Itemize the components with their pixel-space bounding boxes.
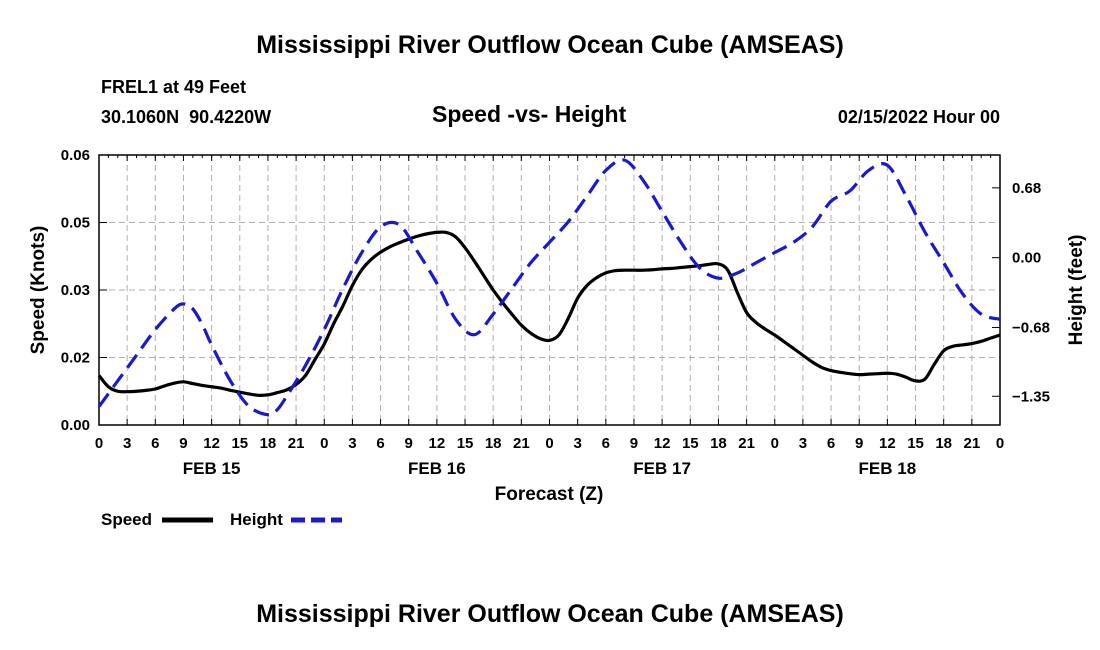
day-label: FEB 16 — [408, 459, 466, 478]
x-tick-label: 0 — [95, 435, 103, 452]
x-tick-label: 6 — [151, 435, 159, 452]
x-tick-label: 6 — [602, 435, 610, 452]
y-tick-label: 0.02 — [61, 350, 90, 367]
x-tick-label: 3 — [573, 435, 581, 452]
main-title: Mississippi River Outflow Ocean Cube (AM… — [256, 31, 844, 59]
x-tick-label: 9 — [179, 435, 187, 452]
x-tick-label: 18 — [485, 435, 502, 452]
x-tick-label: 21 — [513, 435, 530, 452]
x-axis-label: Forecast (Z) — [495, 484, 604, 505]
x-tick-label: 12 — [203, 435, 220, 452]
x-tick-label: 15 — [907, 435, 924, 452]
x-tick-label: 6 — [827, 435, 835, 452]
axis-ticks: 0 3 6 9 12 15 18 21 0 3 6 9 12 15 18 21 0 3 6 9 12 15 18 21 0 3 6 9… — [61, 147, 1050, 478]
footer-title: Mississippi River Outflow Ocean Cube (AM… — [256, 600, 844, 628]
x-tick-label: 0 — [771, 435, 779, 452]
speed-line — [97, 230, 1001, 397]
y-tick-label: 0.03 — [61, 282, 90, 299]
y-axis-label: Speed (Knots) — [28, 226, 49, 355]
legend: Speed Height — [101, 510, 342, 529]
x-tick-label: 12 — [654, 435, 671, 452]
date-label: 02/15/2022 Hour 00 — [837, 107, 1000, 127]
legend-height-label: Height — [230, 510, 283, 529]
x-tick-label: 3 — [123, 435, 131, 452]
day-label: FEB 17 — [633, 459, 691, 478]
x-tick-label: 3 — [799, 435, 807, 452]
y2-tick-label: −1.35 — [1012, 388, 1050, 405]
x-tick-label: 9 — [405, 435, 413, 452]
height-line — [97, 158, 1001, 417]
y2-tick-label: 0.68 — [1012, 180, 1041, 197]
chart-subtitle: Speed -vs- Height — [432, 101, 627, 127]
x-tick-label: 6 — [376, 435, 384, 452]
y-tick-label: 0.05 — [61, 215, 90, 232]
day-label: FEB 18 — [859, 459, 917, 478]
x-tick-label: 18 — [260, 435, 277, 452]
x-tick-label: 12 — [429, 435, 446, 452]
x-tick-label: 0 — [320, 435, 328, 452]
x-tick-label: 0 — [545, 435, 553, 452]
x-tick-label: 18 — [710, 435, 727, 452]
legend-speed-label: Speed — [101, 510, 152, 529]
y2-tick-label: −0.68 — [1012, 319, 1050, 336]
coordinates-label: 30.1060N 90.4220W — [101, 107, 272, 127]
x-tick-label: 15 — [682, 435, 699, 452]
x-tick-label: 9 — [855, 435, 863, 452]
x-tick-label: 9 — [630, 435, 638, 452]
y-tick-label: 0.06 — [61, 147, 90, 164]
x-tick-label: 21 — [964, 435, 981, 452]
x-tick-label: 15 — [457, 435, 474, 452]
y-tick-label: 0.00 — [61, 417, 90, 434]
x-tick-label: 12 — [879, 435, 896, 452]
x-tick-label: 3 — [348, 435, 356, 452]
x-tick-label: 21 — [288, 435, 305, 452]
height-series — [97, 158, 1001, 417]
x-tick-label: 21 — [738, 435, 755, 452]
x-tick-label: 0 — [996, 435, 1004, 452]
x-tick-label: 18 — [935, 435, 952, 452]
day-label: FEB 15 — [183, 459, 241, 478]
x-tick-label: 15 — [231, 435, 248, 452]
station-label: FREL1 at 49 Feet — [101, 77, 247, 97]
y2-tick-label: 0.00 — [1012, 250, 1041, 267]
y2-axis-label: Height (feet) — [1066, 235, 1087, 346]
speed-series — [97, 230, 1001, 397]
